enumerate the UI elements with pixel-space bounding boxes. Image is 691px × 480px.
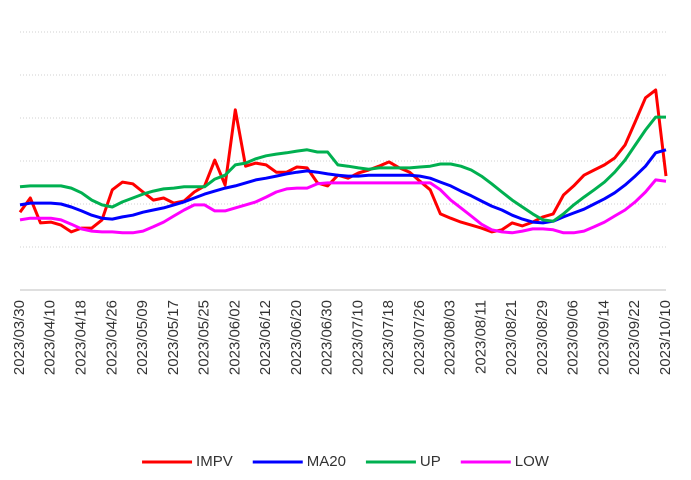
x-tick-label: 2023/06/02 xyxy=(226,300,243,375)
x-tick-label: 2023/05/09 xyxy=(134,300,151,375)
x-tick-label: 2023/09/14 xyxy=(595,300,612,375)
legend-label: IMPV xyxy=(196,453,233,470)
x-tick-label: 2023/04/18 xyxy=(72,300,89,375)
x-tick-label: 2023/07/10 xyxy=(349,300,366,375)
series-line xyxy=(19,178,667,235)
x-tick-label: 2023/07/18 xyxy=(380,300,397,375)
x-tick-label: 2023/08/21 xyxy=(503,300,520,375)
legend-label: UP xyxy=(420,453,441,470)
x-tick-label: 2023/06/30 xyxy=(319,300,336,375)
x-tick-label: 2023/10/10 xyxy=(657,300,674,375)
x-tick-label: 2023/08/29 xyxy=(534,300,551,375)
x-tick-label: 2023/09/22 xyxy=(626,300,643,375)
x-tick-label: 2023/03/30 xyxy=(11,300,28,375)
x-tick-label: 2023/05/17 xyxy=(165,300,182,375)
x-tick-label: 2023/05/25 xyxy=(196,300,213,375)
x-tick-label: 2023/08/03 xyxy=(442,300,459,375)
x-tick-label: 2023/04/10 xyxy=(42,300,59,375)
legend-label: LOW xyxy=(515,453,550,470)
x-tick-label: 2023/09/06 xyxy=(565,300,582,375)
x-tick-label: 2023/08/11 xyxy=(472,300,489,374)
x-tick-label: 2023/04/26 xyxy=(103,300,120,375)
legend-label: MA20 xyxy=(307,453,346,470)
x-tick-label: 2023/06/12 xyxy=(257,300,274,375)
x-tick-label: 2023/07/26 xyxy=(411,300,428,375)
series-line xyxy=(19,115,666,223)
x-tick-label: 2023/06/20 xyxy=(288,300,305,375)
